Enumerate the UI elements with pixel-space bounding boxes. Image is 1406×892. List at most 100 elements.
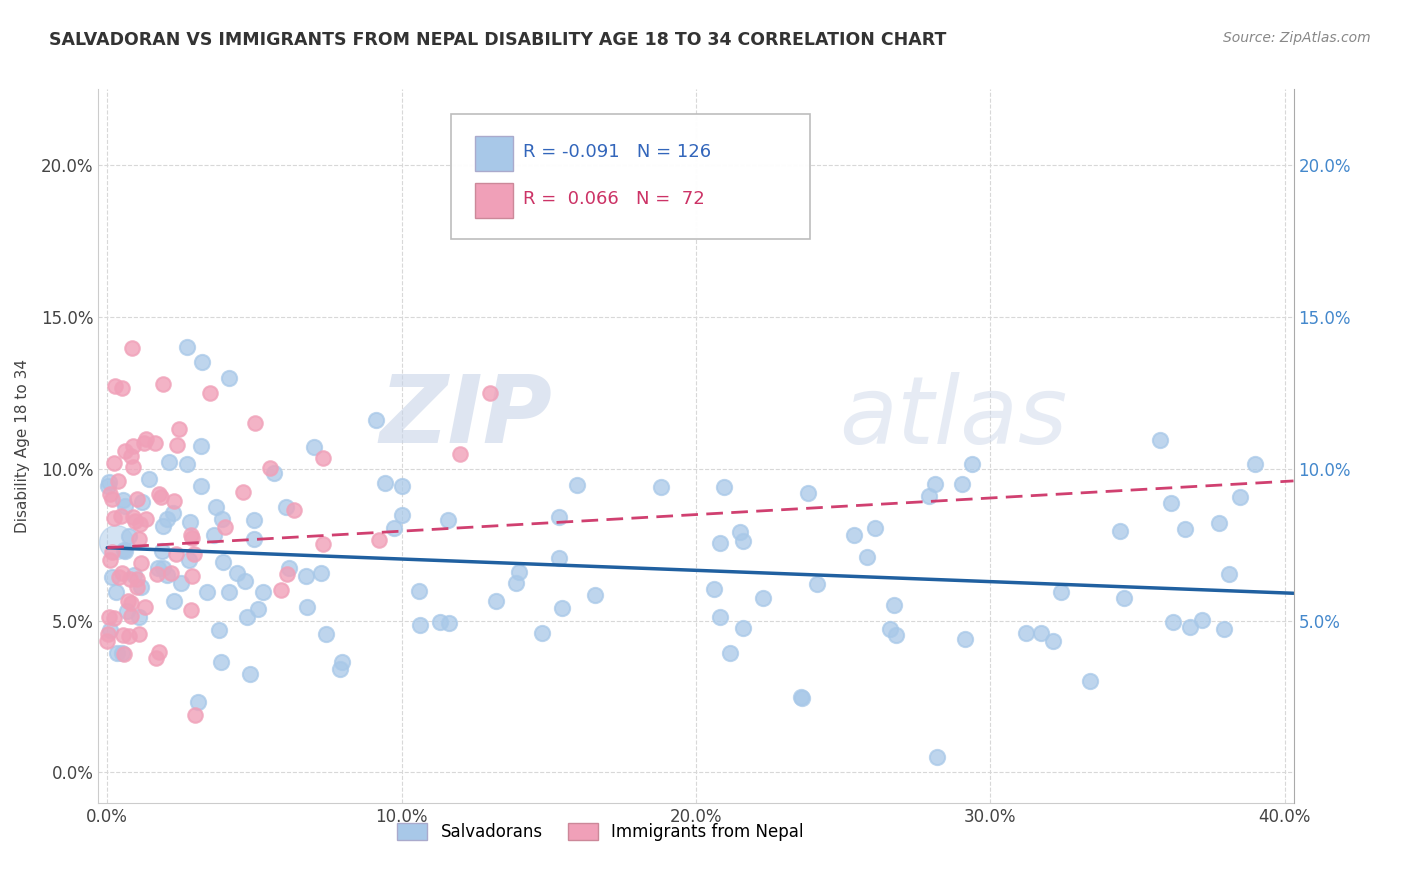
Point [180, 528, 202, 542]
Point [531, 626, 554, 640]
Point [129, 516, 152, 531]
Point [883, 598, 905, 612]
Point [790, 691, 813, 706]
Point [211, 512, 233, 526]
Point [122, 459, 145, 474]
Point [276, 566, 298, 581]
Point [118, 529, 141, 543]
Point [550, 601, 572, 615]
Point [124, 514, 146, 528]
Point [505, 576, 527, 591]
Point [709, 610, 731, 624]
Point [703, 582, 725, 596]
Point [200, 385, 222, 400]
Text: SALVADORAN VS IMMIGRANTS FROM NEPAL DISABILITY AGE 18 TO 34 CORRELATION CHART: SALVADORAN VS IMMIGRANTS FROM NEPAL DISA… [49, 31, 946, 49]
Point [105, 534, 128, 549]
Point [150, 490, 173, 504]
Point [232, 484, 254, 499]
Point [112, 628, 135, 642]
Point [121, 341, 143, 355]
Point [163, 493, 186, 508]
Point [449, 448, 471, 462]
Text: R =  0.066   N =  72: R = 0.066 N = 72 [523, 190, 704, 208]
Point [650, 480, 672, 494]
Point [384, 521, 406, 535]
Point [111, 566, 134, 581]
Legend: Salvadorans, Immigrants from Nepal: Salvadorans, Immigrants from Nepal [391, 816, 810, 848]
Point [330, 655, 353, 669]
Point [790, 690, 813, 704]
Point [437, 615, 460, 630]
Point [733, 621, 755, 635]
Point [166, 438, 188, 452]
Point [202, 528, 225, 542]
Point [148, 645, 170, 659]
Point [950, 476, 973, 491]
Point [391, 479, 413, 493]
Point [243, 532, 266, 546]
Point [98, 609, 121, 624]
Point [295, 568, 318, 582]
Point [1029, 626, 1052, 640]
Point [368, 533, 391, 548]
Point [856, 549, 879, 564]
Point [218, 585, 240, 599]
Point [243, 512, 266, 526]
Point [208, 623, 231, 637]
Point [98, 553, 121, 567]
Point [160, 566, 183, 581]
Point [114, 543, 136, 558]
Point [953, 632, 976, 647]
Point [209, 656, 232, 670]
Point [103, 611, 125, 625]
Point [183, 547, 205, 561]
Point [162, 506, 184, 520]
Point [243, 416, 266, 430]
Point [270, 583, 292, 598]
FancyBboxPatch shape [451, 114, 810, 239]
Point [962, 458, 984, 472]
Point [122, 439, 145, 453]
Point [1229, 490, 1251, 504]
Point [148, 487, 170, 501]
Point [97, 478, 120, 492]
Point [128, 610, 150, 624]
Point [138, 473, 160, 487]
Point [117, 604, 139, 618]
Point [96, 627, 118, 641]
Point [152, 376, 174, 391]
Point [238, 666, 260, 681]
Point [478, 386, 501, 401]
Point [103, 511, 125, 525]
Point [134, 436, 156, 450]
Point [180, 532, 202, 546]
Point [733, 534, 755, 549]
Point [879, 622, 901, 636]
Point [806, 577, 828, 591]
Text: ZIP: ZIP [380, 371, 553, 464]
Point [129, 556, 152, 570]
Point [796, 486, 818, 500]
Point [112, 647, 135, 661]
Point [1015, 625, 1038, 640]
Point [374, 476, 396, 491]
Point [302, 440, 325, 454]
Point [135, 432, 157, 446]
Point [101, 544, 124, 558]
Point [146, 566, 169, 581]
Point [120, 573, 142, 587]
Point [180, 569, 202, 583]
Point [112, 493, 135, 508]
Point [117, 594, 139, 608]
Point [585, 588, 607, 602]
Text: R = -0.091   N = 126: R = -0.091 N = 126 [523, 143, 711, 161]
Point [110, 509, 132, 524]
Point [184, 707, 207, 722]
Point [565, 478, 588, 492]
Point [120, 608, 142, 623]
Point [111, 381, 134, 395]
Point [105, 646, 128, 660]
Point [1114, 591, 1136, 605]
Point [205, 500, 228, 514]
Point [865, 521, 887, 535]
